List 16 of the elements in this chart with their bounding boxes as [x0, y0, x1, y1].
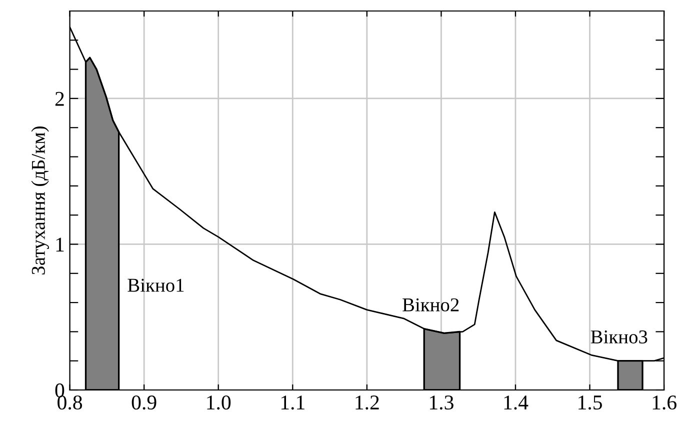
y-tick-label: 0	[55, 383, 64, 398]
x-tick-label: 1.2	[356, 396, 379, 410]
x-tick-label: 1.6	[652, 396, 676, 410]
y-tick-label: 2	[55, 92, 64, 106]
x-tick-label: 0.8	[58, 395, 82, 410]
series-label: Вікно1	[128, 278, 184, 292]
legend-label: Вікно3	[590, 330, 648, 344]
x-tick-label: 1.0	[207, 395, 231, 410]
x-tick-label: 1.3	[430, 396, 454, 410]
x-tick-label: 1.4	[504, 396, 528, 410]
y-axis-title: Затухання (дБ/км)	[31, 126, 49, 274]
series-label: Вікно2	[402, 298, 459, 312]
x-tick-label: 1.5	[578, 396, 602, 410]
y-tick-label: 1	[56, 238, 64, 252]
x-tick-label: 1.1	[281, 396, 304, 410]
x-tick-label: 0.9	[132, 395, 156, 410]
